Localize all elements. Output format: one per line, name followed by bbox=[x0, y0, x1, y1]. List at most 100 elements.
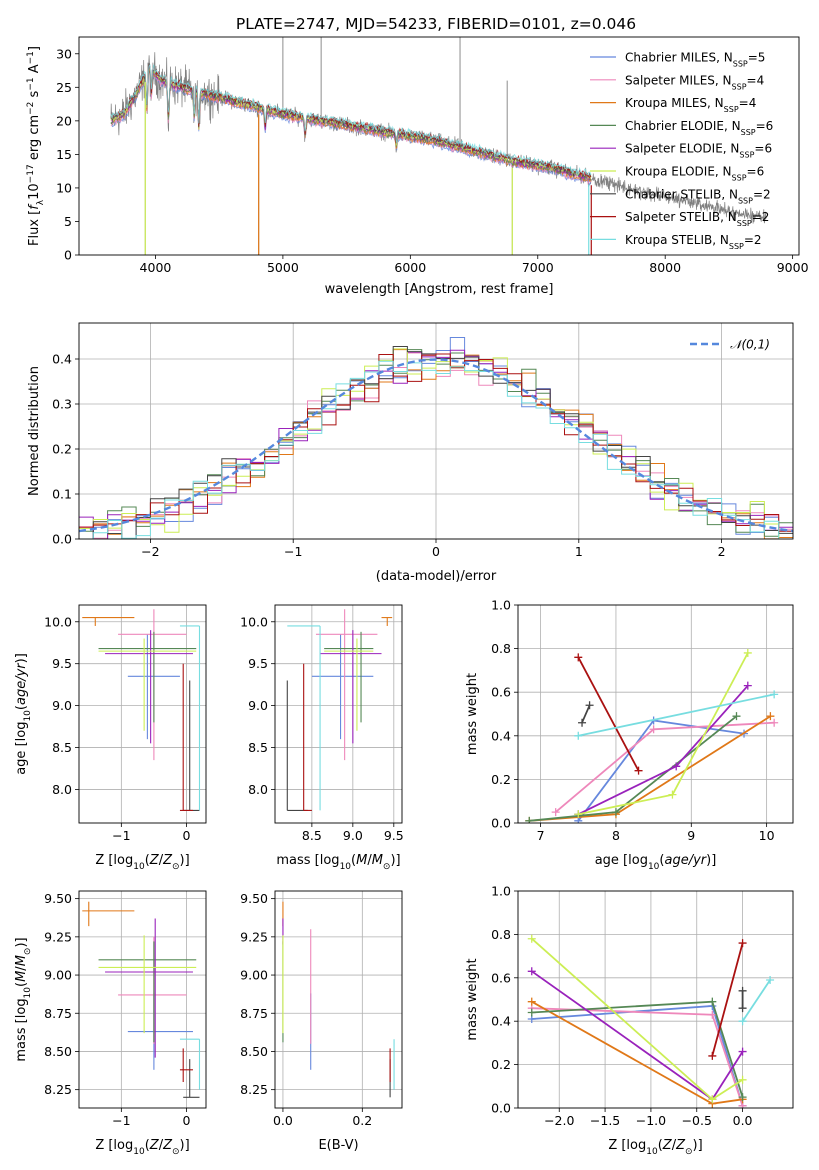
label-part: f bbox=[27, 203, 42, 210]
x-tick-label: 0 bbox=[432, 544, 440, 559]
label-part: age/yr bbox=[664, 853, 707, 868]
x-tick-label: −2.0 bbox=[544, 1113, 574, 1128]
x-tick-label: 0.0 bbox=[273, 1113, 293, 1128]
y-tick-label: 0.8 bbox=[491, 641, 511, 656]
legend-sub: SSP bbox=[724, 105, 739, 114]
y-tick-label: 9.00 bbox=[44, 968, 72, 983]
weight-line bbox=[578, 652, 749, 816]
weight-marker bbox=[527, 1008, 536, 1017]
x-tick-label: −2 bbox=[141, 544, 159, 559]
x-tick-label: 2 bbox=[718, 544, 726, 559]
x-tick-label: 0.2 bbox=[352, 1113, 372, 1128]
y-tick-label: 0.6 bbox=[491, 970, 511, 985]
label-part: ⊙ bbox=[172, 862, 180, 872]
legend-name: Kroupa MILES, N bbox=[625, 96, 724, 110]
y-tick-label: 0.6 bbox=[491, 685, 511, 700]
legend-sub: SSP bbox=[732, 173, 747, 182]
label-part: age [log bbox=[595, 853, 648, 868]
weight-marker bbox=[527, 967, 536, 976]
age_vs_mass-axes: 8.5 9.0 9.5 8.0 8.5 9.0 9.5 10.0 bbox=[240, 605, 404, 843]
weight-marker bbox=[770, 718, 779, 727]
errorbars bbox=[286, 609, 393, 811]
x-tick-label: 0 bbox=[182, 1113, 190, 1128]
y-tick-label: 0.4 bbox=[491, 728, 511, 743]
legend-name: Salpeter STELIB, N bbox=[625, 210, 737, 224]
label-part: age [log bbox=[14, 722, 29, 775]
legend-entry: Chabrier MILES, NSSP=5 bbox=[625, 51, 765, 69]
weight-lines bbox=[527, 934, 775, 1108]
legend-name: Chabrier ELODIE, N bbox=[625, 119, 741, 133]
y-tick-label: 0.0 bbox=[491, 816, 511, 831]
weight-lines bbox=[525, 648, 779, 823]
mass_vs_Z-frame bbox=[78, 890, 207, 1109]
weight-marker bbox=[766, 975, 775, 984]
label-part: 10 bbox=[646, 1147, 658, 1157]
label-part: )] bbox=[390, 853, 400, 868]
label-part: / bbox=[159, 853, 164, 868]
model-spectrum bbox=[110, 68, 592, 183]
y-tick-label: 30 bbox=[56, 46, 72, 61]
legend-n: =2 bbox=[752, 210, 770, 224]
mass_vs_ebv-axes: 0.0 0.2 8.25 8.50 8.75 9.00 9.25 9.50 bbox=[240, 891, 402, 1128]
weight-line bbox=[711, 942, 744, 1057]
x-axis-label: Z [log10(Z/Z⊙)] bbox=[608, 1138, 702, 1157]
residual-histogram bbox=[79, 360, 793, 539]
y-tick-label: 0.4 bbox=[52, 352, 72, 367]
label-part: / bbox=[367, 853, 372, 868]
y-tick-label: 9.00 bbox=[240, 968, 268, 983]
y-tick-label: 8.50 bbox=[240, 1044, 268, 1059]
legend-n: =2 bbox=[753, 187, 771, 201]
legend-sub: SSP bbox=[729, 241, 744, 250]
y-tick-label: 10.0 bbox=[240, 614, 268, 629]
label-part: ⊙ bbox=[383, 862, 391, 872]
label-part: Z bbox=[149, 1138, 160, 1153]
weight-line bbox=[578, 693, 775, 737]
y-tick-label: 8.75 bbox=[44, 1006, 72, 1021]
age_vs_Z-frame bbox=[78, 604, 207, 824]
y-tick-label: 8.0 bbox=[248, 782, 268, 797]
legend-entry: Salpeter MILES, NSSP=4 bbox=[625, 73, 764, 91]
label-part: M bbox=[372, 853, 383, 868]
weight-marker bbox=[525, 816, 534, 823]
weight-line bbox=[531, 1007, 744, 1107]
y-axis-label: Normed distribution bbox=[27, 366, 42, 496]
weight-marker bbox=[738, 986, 747, 995]
x-tick-label: 4000 bbox=[140, 260, 172, 275]
label-part: Z bbox=[162, 1138, 173, 1153]
x-axis-label: age [log10(age/yr)] bbox=[595, 853, 717, 872]
weight-marker bbox=[738, 1004, 747, 1013]
weight-marker bbox=[527, 997, 536, 1006]
label-part: Z [log bbox=[95, 1138, 133, 1153]
label-part: ⊙ bbox=[685, 1147, 693, 1157]
label-part: 10 bbox=[23, 987, 33, 999]
legend-entry: Chabrier ELODIE, NSSP=6 bbox=[625, 119, 773, 137]
x-tick-label: 8.5 bbox=[302, 828, 322, 843]
x-axis-label: Z [log10(Z/Z⊙)] bbox=[95, 853, 189, 872]
weight-marker bbox=[574, 653, 583, 662]
x-tick-label: 8 bbox=[612, 828, 620, 843]
label-part: / bbox=[159, 1138, 164, 1153]
legend-name: Chabrier MILES, N bbox=[625, 51, 733, 65]
weight-marker bbox=[574, 731, 583, 740]
y-tick-label: 10.0 bbox=[44, 614, 72, 629]
label-part: Z bbox=[162, 853, 173, 868]
weight-marker bbox=[668, 790, 677, 799]
legend-entry: Kroupa MILES, NSSP=4 bbox=[625, 96, 756, 114]
residual-histogram bbox=[79, 348, 793, 539]
legend-entry: Kroupa ELODIE, NSSP=6 bbox=[625, 165, 764, 183]
y-tick-label: 15 bbox=[56, 147, 72, 162]
residual-histogram bbox=[79, 349, 793, 539]
model-spectrum bbox=[110, 63, 592, 176]
y-tick-label: 9.0 bbox=[248, 698, 268, 713]
legend: Chabrier MILES, NSSP=5 Salpeter MILES, NS… bbox=[590, 51, 773, 250]
label-part: M bbox=[14, 971, 29, 982]
x-tick-label: −1.0 bbox=[636, 1113, 666, 1128]
label-part: s bbox=[27, 90, 42, 101]
weight-marker bbox=[738, 1017, 747, 1026]
label-part: )] bbox=[693, 1138, 703, 1153]
x-tick-label: 0 bbox=[182, 828, 190, 843]
errorbars bbox=[282, 901, 395, 1098]
label-part: Z bbox=[149, 853, 160, 868]
label-part: Z [log bbox=[608, 1138, 646, 1153]
